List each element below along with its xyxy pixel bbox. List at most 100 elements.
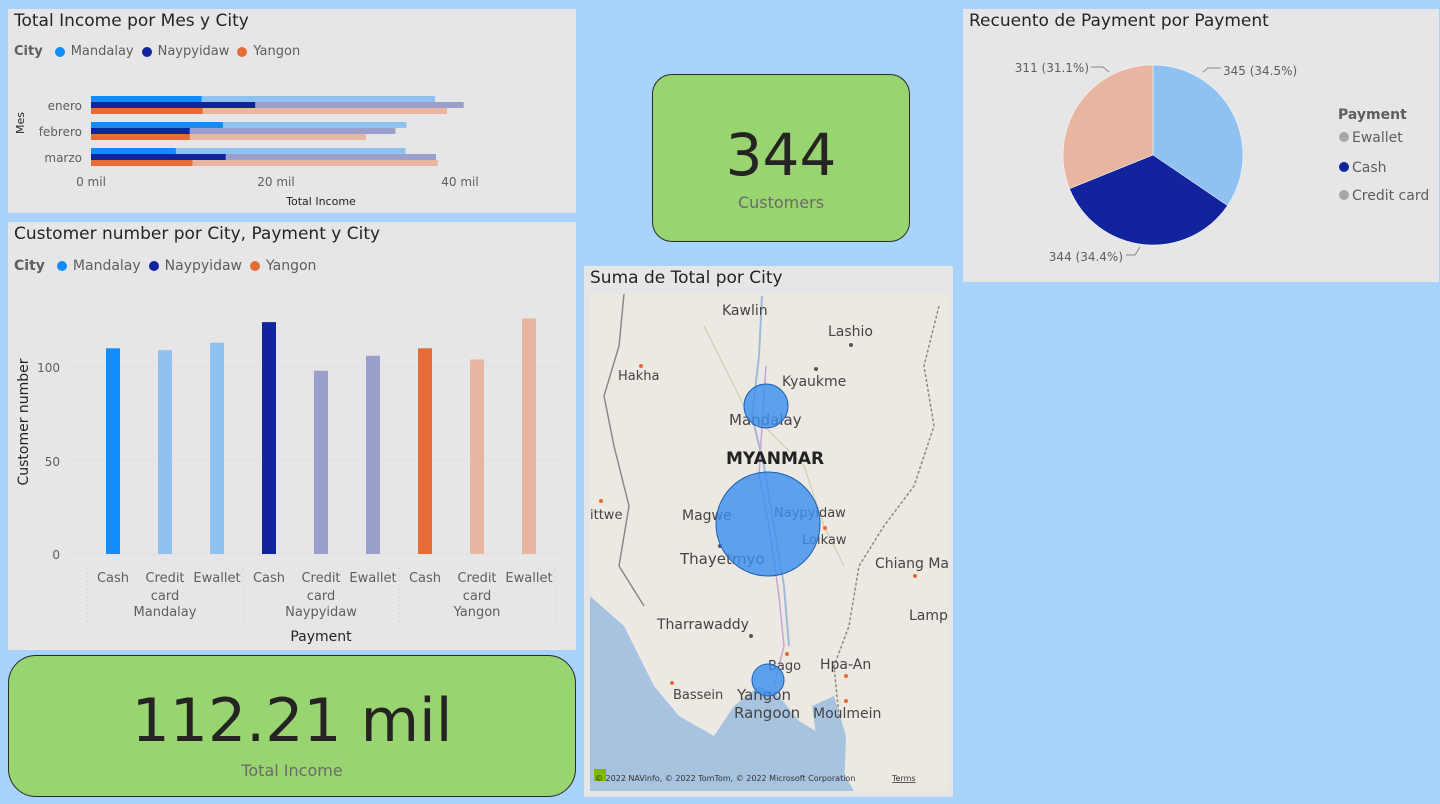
- pie-label-credit: 311 (31.1%): [1015, 61, 1089, 75]
- map-marker-ittwe: [599, 499, 603, 503]
- map-place-hpaan: Hpa-An: [820, 657, 871, 673]
- pie-legend-ewallet[interactable]: Ewallet: [1352, 130, 1403, 146]
- customer-x-tick-mandalay-ewallet-0: Ewallet: [193, 571, 240, 586]
- income-bar-febrero-yangon[interactable]: [91, 134, 190, 140]
- legend-mandalay[interactable]: Mandalay: [70, 44, 134, 59]
- map-marker-loikaw: [823, 526, 827, 530]
- income-bar-bg-marzo-yangon[interactable]: [91, 160, 438, 166]
- income-x-tick-40: 40 mil: [441, 175, 478, 189]
- customer-bar-naypyidaw-ewallet[interactable]: [366, 355, 380, 554]
- customer-bar-mandalay-cash[interactable]: [106, 348, 120, 554]
- pie-chart-plot: 345 (34.5%) 344 (34.4%) 311 (31.1%) Paym…: [1015, 61, 1429, 264]
- customer-chart-plot: Customer number Payment 0 50 100 Cash Cre…: [16, 318, 564, 645]
- customer-x-tick-mandalay-credit-card-0: Credit: [145, 571, 184, 586]
- legend-dot-mandalay: [54, 46, 65, 57]
- pie-leader-cash: [1126, 246, 1141, 256]
- customers-label: Customers: [737, 193, 825, 212]
- legend-mandalay[interactable]: Mandalay: [72, 258, 141, 274]
- customer-bar-mandalay-ewallet[interactable]: [210, 342, 224, 554]
- legend-title: City: [14, 258, 45, 274]
- total-income-value: 112.21 mil: [131, 686, 453, 756]
- income-bar-marzo-yangon[interactable]: [91, 160, 193, 166]
- map-copyright: © 2022 NAVinfo, © 2022 TomTom, © 2022 Mi…: [595, 774, 855, 783]
- map-marker-hakha: [639, 364, 643, 368]
- customer-chart-legend: City Mandalay Naypyidaw Yangon: [14, 258, 316, 274]
- pie-label-ewallet: 345 (34.5%): [1223, 64, 1297, 78]
- map-marker-lashio: [849, 343, 853, 347]
- map-title: Suma de Total por City: [590, 268, 783, 288]
- customer-bar-mandalay-credit-card[interactable]: [158, 350, 172, 554]
- map-bubble-mandalay[interactable]: [743, 383, 789, 429]
- customer-bar-yangon-credit-card[interactable]: [470, 359, 484, 554]
- income-chart-legend: City Mandalay Naypyidaw Yangon: [14, 44, 300, 59]
- income-bar-enero-mandalay[interactable]: [91, 96, 202, 102]
- pie-legend-credit[interactable]: Credit card: [1352, 188, 1429, 204]
- customer-bar-yangon-cash[interactable]: [418, 348, 432, 554]
- income-bar-bg-febrero-yangon[interactable]: [91, 134, 366, 140]
- legend-dot-naypyidaw: [141, 46, 152, 57]
- pie-slice-ewallet[interactable]: [1152, 64, 1244, 206]
- income-chart-panel: Total Income por Mes y City City Mandala…: [8, 9, 576, 213]
- income-bar-enero-yangon[interactable]: [91, 108, 203, 114]
- map-panel: Suma de Total por City Kawlin Lashio Hak…: [584, 266, 953, 797]
- map-marker-tharrawaddy: [749, 634, 753, 638]
- map-place-kyaukme: Kyaukme: [782, 374, 846, 390]
- customers-value: 344: [725, 121, 837, 189]
- customer-bar-yangon-ewallet[interactable]: [522, 318, 536, 554]
- map-terms-link[interactable]: Terms: [891, 774, 916, 783]
- map-canvas[interactable]: Kawlin Lashio Hakha Kyaukme Mandalay MYA…: [584, 266, 953, 797]
- map-marker-bago: [785, 652, 789, 656]
- pie-legend-cash[interactable]: Cash: [1352, 160, 1387, 176]
- map-sea-east: [812, 696, 846, 791]
- income-y-tick-marzo: marzo: [44, 151, 82, 165]
- map-place-tharrawaddy: Tharrawaddy: [656, 617, 749, 633]
- legend-yangon[interactable]: Yangon: [266, 258, 317, 274]
- pie-slice-credit-card[interactable]: [1062, 64, 1154, 189]
- map-sea: [590, 596, 854, 791]
- map-place-ittwe: ittwe: [590, 508, 622, 523]
- income-bar-bg-enero-mandalay[interactable]: [91, 96, 436, 102]
- pie-legend-title: Payment: [1338, 107, 1407, 123]
- income-bar-marzo-mandalay[interactable]: [91, 148, 176, 154]
- map-bubble-naypyidaw[interactable]: [715, 471, 821, 577]
- bing-logo-icon: [594, 769, 606, 781]
- legend-naypyidaw[interactable]: Naypyidaw: [157, 44, 230, 59]
- income-chart-plot: Mes Total Income 0 mil 20 mil 40 mil ene…: [14, 96, 479, 208]
- income-bar-febrero-naypyidaw[interactable]: [91, 128, 190, 134]
- legend-dot-naypyidaw: [148, 261, 159, 271]
- customer-x-tick-mandalay-credit-card-1: card: [151, 589, 179, 604]
- customer-x-tick-yangon-cash-0: Cash: [409, 571, 441, 586]
- income-y-tick-enero: enero: [48, 99, 82, 113]
- income-bar-febrero-mandalay[interactable]: [91, 122, 223, 128]
- customer-group-label-naypyidaw: Naypyidaw: [285, 605, 357, 620]
- income-bar-bg-enero-naypyidaw[interactable]: [91, 102, 464, 108]
- pie-slice-cash[interactable]: [1069, 154, 1228, 246]
- customer-x-tick-naypyidaw-ewallet-0: Ewallet: [349, 571, 396, 586]
- legend-yangon[interactable]: Yangon: [253, 44, 301, 59]
- pie-legend-dot-cash: [1339, 162, 1349, 172]
- income-bar-bg-enero-yangon[interactable]: [91, 108, 448, 114]
- customer-group-label-mandalay: Mandalay: [134, 605, 197, 620]
- map-place-kawlin: Kawlin: [722, 303, 768, 319]
- income-bar-bg-marzo-naypyidaw[interactable]: [91, 154, 437, 160]
- customer-y-tick-50: 50: [45, 455, 60, 469]
- income-bar-bg-marzo-mandalay[interactable]: [91, 148, 406, 154]
- income-bar-bg-febrero-mandalay[interactable]: [91, 122, 407, 128]
- income-bar-enero-naypyidaw[interactable]: [91, 102, 256, 108]
- legend-naypyidaw[interactable]: Naypyidaw: [164, 258, 242, 274]
- map-bubble-yangon[interactable]: [751, 663, 785, 697]
- customer-x-tick-yangon-credit-card-1: card: [463, 589, 491, 604]
- map-place-chiangmai: Chiang Ma: [875, 556, 949, 572]
- total-income-label: Total Income: [241, 761, 343, 780]
- customer-bar-naypyidaw-credit-card[interactable]: [314, 370, 328, 554]
- pie-leader-ewallet: [1202, 67, 1221, 73]
- pie-legend-dot-ewallet: [1339, 132, 1349, 142]
- pie-chart-panel: Recuento de Payment por Payment 345 (34.…: [963, 9, 1439, 282]
- customer-chart-panel: Customer number por City, Payment y City…: [8, 222, 576, 650]
- income-bar-marzo-naypyidaw[interactable]: [91, 154, 226, 160]
- income-bar-bg-febrero-naypyidaw[interactable]: [91, 128, 396, 134]
- income-y-tick-febrero: febrero: [39, 125, 82, 139]
- map-place-hakha: Hakha: [618, 369, 659, 384]
- customer-bar-naypyidaw-cash[interactable]: [262, 322, 276, 554]
- income-x-tick-20: 20 mil: [257, 175, 294, 189]
